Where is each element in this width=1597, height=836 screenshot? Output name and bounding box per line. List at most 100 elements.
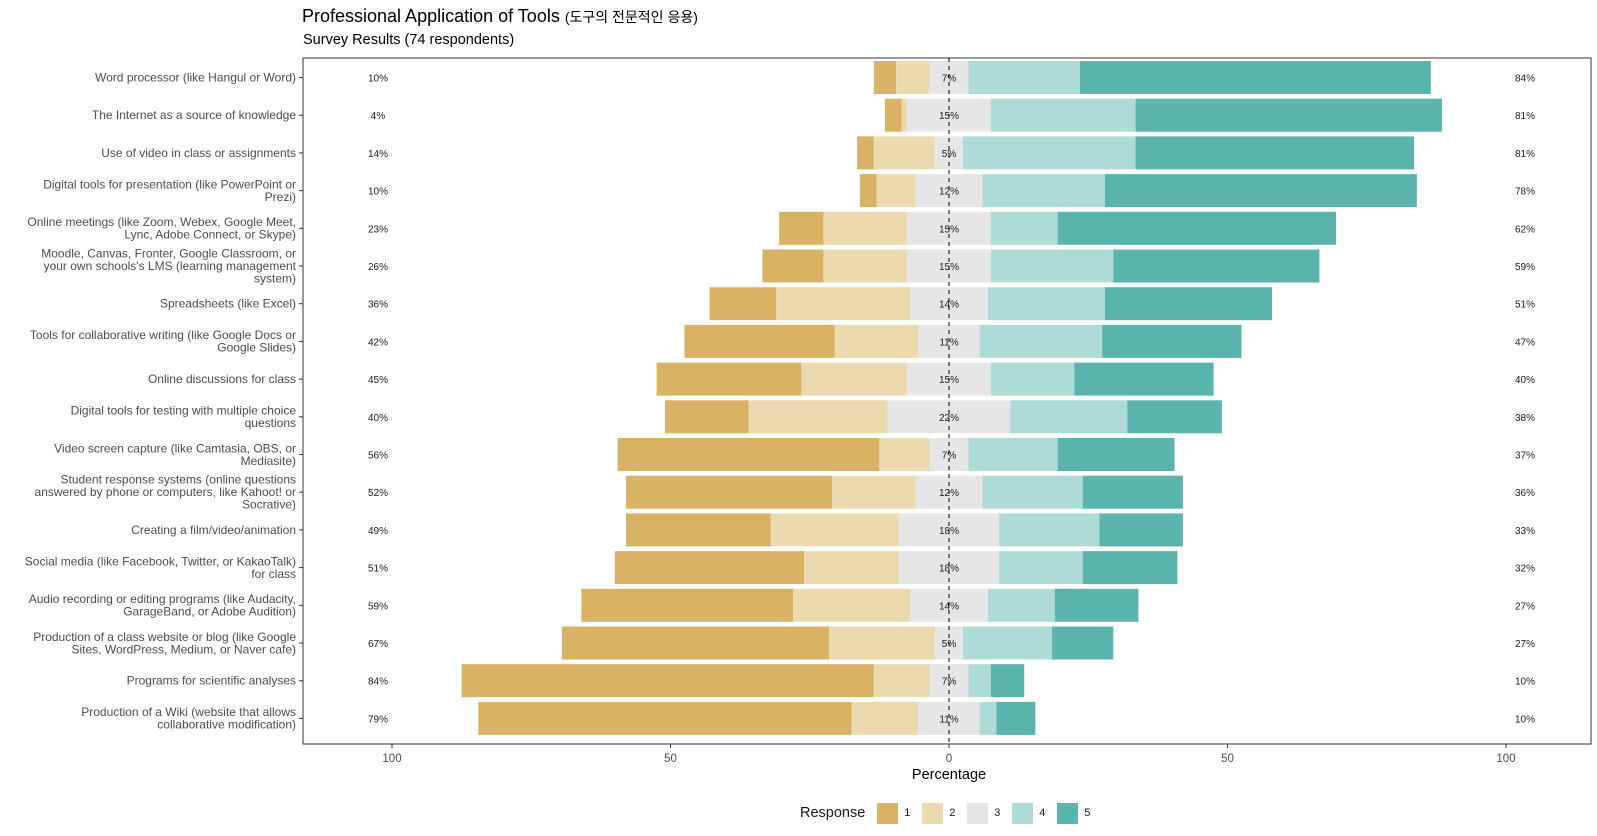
x-tick-label: 50: [1221, 753, 1234, 765]
low-percent-label: 45%: [368, 375, 388, 386]
neutral-percent-label: 7%: [942, 74, 957, 85]
high-percent-label: 27%: [1515, 639, 1535, 650]
legend-item: 2: [922, 802, 959, 824]
bar-segment: [990, 362, 1075, 396]
low-percent-label: 26%: [368, 262, 388, 273]
bar-segment: [1079, 61, 1431, 94]
bar-segment: [801, 362, 908, 396]
chart-title-korean: (도구의 전문적인 응용): [564, 9, 698, 25]
bar-segment: [614, 551, 805, 585]
bar-segment: [461, 664, 874, 698]
bar-segment: [987, 588, 1055, 622]
bar-segment: [968, 664, 991, 698]
bar-segment: [879, 438, 930, 471]
high-percent-label: 10%: [1515, 677, 1535, 688]
bar-segment: [982, 475, 1083, 509]
low-percent-label: 52%: [368, 488, 388, 499]
bar-segment: [968, 438, 1058, 471]
neutral-percent-label: 14%: [939, 300, 959, 311]
legend-swatch: [1012, 802, 1034, 824]
bar-segment: [832, 475, 916, 509]
high-percent-label: 62%: [1515, 224, 1535, 235]
bar-segment: [656, 362, 802, 396]
diverging-bar-chart: 10% 7% 84% Word processor (like Hangul or W…: [25, 57, 1592, 783]
bar-segment: [962, 626, 1053, 660]
bar-segment: [748, 400, 888, 434]
legend: Response 1 2 3 4 5: [800, 802, 1102, 824]
category-label: Moodle, Canvas, Fronter, Google Classroo…: [41, 247, 296, 286]
legend-item: 5: [1057, 802, 1094, 824]
legend-label: 3: [994, 807, 1001, 819]
x-tick-label: 0: [946, 753, 952, 765]
bar-segment: [1057, 211, 1337, 245]
bar-segment: [982, 174, 1105, 208]
bar-segment: [581, 588, 794, 622]
bar-segment: [999, 513, 1100, 547]
bar-segment: [990, 98, 1136, 132]
bar-segment: [1099, 513, 1183, 547]
bar-segment: [823, 211, 908, 245]
bar-segment: [990, 249, 1114, 283]
bar-segment: [896, 61, 930, 94]
low-percent-label: 49%: [368, 526, 388, 537]
chart-title: Professional Application of Tools (도구의 전…: [302, 6, 698, 27]
category-label: Social media (like Facebook, Twitter, or…: [25, 554, 296, 581]
bar-segment: [1135, 98, 1442, 132]
bar-segment: [968, 61, 1080, 94]
legend-item: 4: [1012, 802, 1049, 824]
bar-segment: [884, 98, 902, 132]
bar-segment: [561, 626, 830, 660]
neutral-percent-label: 11%: [939, 714, 958, 725]
high-percent-label: 84%: [1515, 74, 1535, 85]
chart-subtitle: Survey Results (74 respondents): [303, 32, 515, 48]
bar-segment: [762, 249, 824, 283]
bar-segment: [979, 701, 997, 735]
bar-segment: [851, 701, 919, 735]
chart-title-english: Professional Application of Tools: [302, 6, 560, 26]
bar-segment: [876, 174, 916, 208]
low-percent-label: 4%: [371, 111, 386, 122]
legend-swatch: [967, 802, 989, 824]
neutral-percent-label: 18%: [939, 564, 959, 575]
bar-segment: [1104, 174, 1417, 208]
x-tick-label: 100: [1496, 753, 1515, 765]
bar-segment: [999, 551, 1083, 585]
high-percent-label: 33%: [1515, 526, 1535, 537]
bar-segment: [684, 324, 835, 358]
bar-segment: [962, 136, 1136, 170]
bar-segment: [625, 475, 833, 509]
legend-item: 3: [967, 802, 1004, 824]
category-label: Production of a class website or blog (l…: [33, 630, 296, 657]
high-percent-label: 36%: [1515, 488, 1535, 499]
bar-segment: [990, 211, 1058, 245]
bar-segment: [829, 626, 936, 660]
bar-segment: [1135, 136, 1415, 170]
neutral-percent-label: 14%: [939, 601, 959, 612]
bar-segment: [793, 588, 911, 622]
bar-segment: [1074, 362, 1214, 396]
category-label: Digital tools for testing with multiple …: [71, 404, 297, 431]
high-percent-label: 32%: [1515, 564, 1535, 575]
bar-segment: [625, 513, 771, 547]
category-label: Audio recording or editing programs (lik…: [29, 592, 296, 619]
neutral-percent-label: 12%: [939, 187, 959, 198]
bar-segment: [617, 438, 880, 471]
high-percent-label: 78%: [1515, 187, 1535, 198]
legend-label: 1: [904, 807, 911, 819]
high-percent-label: 81%: [1515, 111, 1535, 122]
bar-segment: [804, 551, 899, 585]
bar-segment: [1113, 249, 1320, 283]
bar-segment: [1127, 400, 1222, 434]
high-percent-label: 27%: [1515, 601, 1535, 612]
category-label: Online meetings (like Zoom, Webex, Googl…: [27, 215, 296, 242]
high-percent-label: 40%: [1515, 375, 1535, 386]
high-percent-label: 38%: [1515, 413, 1535, 424]
category-label: Use of video in class or assignments: [101, 146, 296, 160]
legend-title: Response: [800, 805, 866, 821]
low-percent-label: 10%: [368, 74, 388, 85]
category-label: Video screen capture (like Camtasia, OBS…: [54, 441, 296, 468]
low-percent-label: 67%: [368, 639, 388, 650]
low-percent-label: 42%: [368, 337, 388, 348]
category-label: Creating a film/video/animation: [131, 523, 296, 537]
bar-segment: [664, 400, 749, 434]
